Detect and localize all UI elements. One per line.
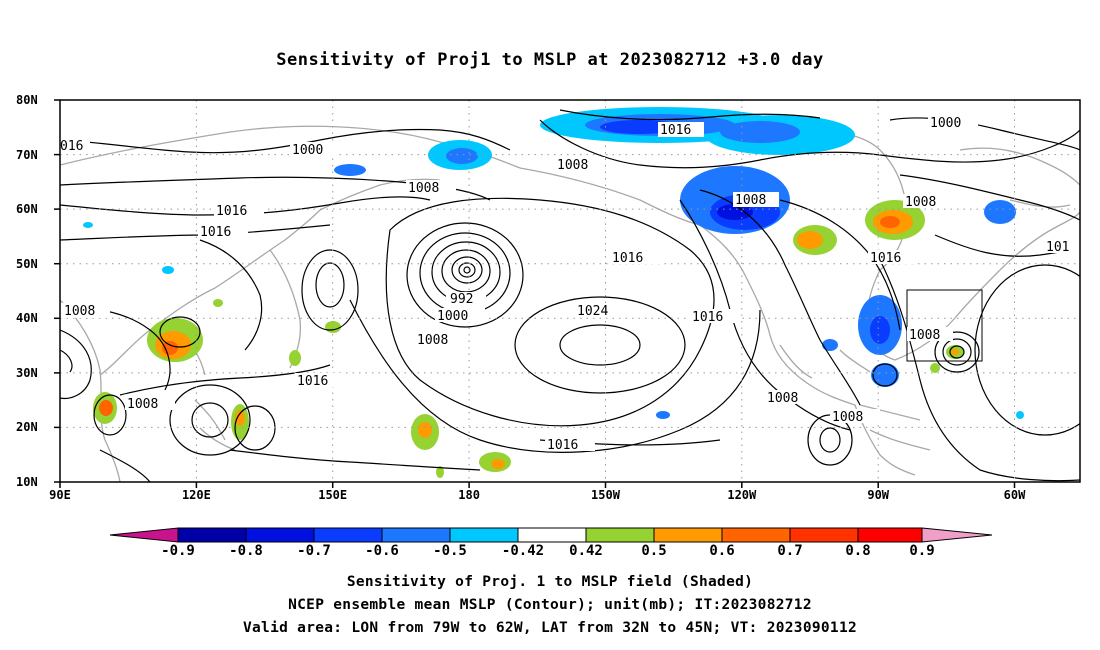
contour-label: 1008 [127, 397, 158, 412]
contour-label: 101 [1046, 240, 1069, 255]
colorbar-label: -0.8 [229, 543, 263, 559]
contour-label: 1016 [612, 251, 643, 266]
colorbar-box [177, 527, 247, 543]
colorbar-label: 0.42 [569, 543, 603, 559]
contour-label: 1008 [832, 410, 863, 425]
colorbar-label: -0.42 [501, 543, 545, 559]
mslp-contours [60, 109, 1080, 482]
caption-line-3: Valid area: LON from 79W to 62W, LAT fro… [242, 620, 858, 636]
colorbar-label: -0.6 [365, 543, 399, 559]
latitude-labels: 80N 70N 60N 50N 40N 30N 20N 10N [16, 93, 38, 489]
colorbar-label: -0.5 [433, 543, 467, 559]
map-frame [59, 99, 1081, 483]
colorbar-box [517, 527, 587, 543]
contour-label: 1016 [216, 204, 247, 219]
colorbar-box [381, 527, 451, 543]
lon-label: 60W [1004, 488, 1026, 502]
colorbar-box [789, 527, 859, 543]
colorbar-label: 0.7 [777, 543, 803, 559]
plot-title: Sensitivity of Proj1 to MSLP at 20230827… [276, 50, 824, 70]
caption-line-1: Sensitivity of Proj. 1 to MSLP field (Sh… [346, 574, 754, 590]
lon-label: 180 [458, 488, 480, 502]
contour-label: 1016 [547, 438, 578, 453]
contour-label: 1008 [909, 328, 940, 343]
contour-label: 1008 [905, 195, 936, 210]
contour-label: 1016 [660, 123, 691, 138]
contour-label: 1016 [297, 374, 328, 389]
contour-label: 1008 [557, 158, 588, 173]
contour-label: 1000 [437, 309, 468, 324]
contour-label: 1008 [735, 193, 766, 208]
lat-label: 50N [16, 257, 38, 271]
lat-label: 40N [16, 311, 38, 325]
colorbar-box [449, 527, 519, 543]
lat-label: 20N [16, 420, 38, 434]
colorbar-box [721, 527, 791, 543]
colorbar-label: 0.5 [641, 543, 667, 559]
contour-label: 1016 [200, 225, 231, 240]
axis-ticks [54, 99, 1016, 488]
colorbar-label: 0.9 [909, 543, 935, 559]
colorbar-box [585, 527, 655, 543]
colorbar-high-triangle [921, 527, 993, 543]
longitude-labels: 90E 120E 150E 180 150W 120W 90W 60W [49, 488, 1026, 502]
contour-label: 016 [60, 139, 83, 154]
colorbar-box [857, 527, 923, 543]
lat-label: 80N [16, 93, 38, 107]
colorbar-box [245, 527, 315, 543]
lon-label: 120W [727, 488, 757, 502]
contour-label: 1008 [417, 333, 448, 348]
colorbar [109, 527, 993, 543]
lat-label: 60N [16, 202, 38, 216]
contour-label: 1000 [292, 143, 323, 158]
contour-labels: 016 1000 1008 1016 1016 1008 992 1000 10… [60, 115, 1080, 453]
contour-label: 1008 [767, 391, 798, 406]
valid-area-box [906, 289, 983, 362]
contour-label: 1024 [577, 304, 608, 319]
colorbar-box [653, 527, 723, 543]
colorbar-label: 0.8 [845, 543, 871, 559]
lat-label: 30N [16, 366, 38, 380]
contour-label: 992 [450, 292, 473, 307]
lon-label: 150E [318, 488, 347, 502]
lat-label: 10N [16, 475, 38, 489]
lat-label: 70N [16, 148, 38, 162]
colorbar-low-triangle [109, 527, 179, 543]
caption-line-2: NCEP ensemble mean MSLP (Contour); unit(… [288, 597, 812, 613]
colorbar-label: -0.9 [161, 543, 195, 559]
colorbar-label: 0.6 [709, 543, 735, 559]
contour-label: 1016 [870, 251, 901, 266]
lon-label: 150W [591, 488, 621, 502]
contour-label: 1008 [408, 181, 439, 196]
contour-label: 1008 [64, 304, 95, 319]
contour-label: 1000 [930, 116, 961, 131]
colorbar-box [313, 527, 383, 543]
contour-label: 1016 [692, 310, 723, 325]
sensitivity-shading-positive [93, 200, 964, 478]
lon-label: 90E [49, 488, 71, 502]
lon-label: 120E [182, 488, 211, 502]
colorbar-label: -0.7 [297, 543, 331, 559]
lon-label: 90W [867, 488, 889, 502]
